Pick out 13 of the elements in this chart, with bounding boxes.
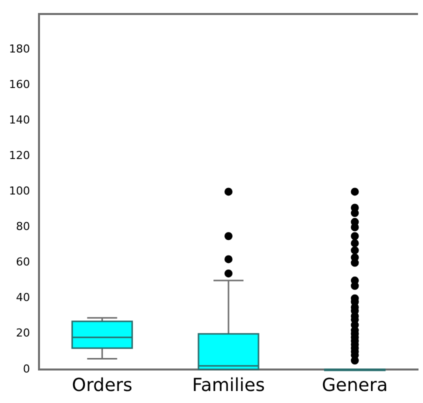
y-tick-label: 40 — [16, 291, 30, 304]
y-tick-label: 120 — [8, 149, 30, 162]
y-tick-label: 20 — [16, 326, 30, 340]
x-tick-label: Genera — [322, 374, 388, 396]
x-tick-label: Orders — [72, 374, 132, 396]
y-tick-label: 0 — [22, 362, 30, 376]
y-tick-label: 160 — [8, 78, 30, 91]
y-tick-label: 140 — [8, 113, 30, 126]
y-tick-label: 60 — [16, 256, 30, 269]
y-tick-label: 100 — [8, 184, 30, 198]
y-tick-label: 180 — [8, 42, 30, 56]
x-tick-label: Families — [192, 374, 265, 396]
y-tick-label: 80 — [16, 220, 30, 234]
